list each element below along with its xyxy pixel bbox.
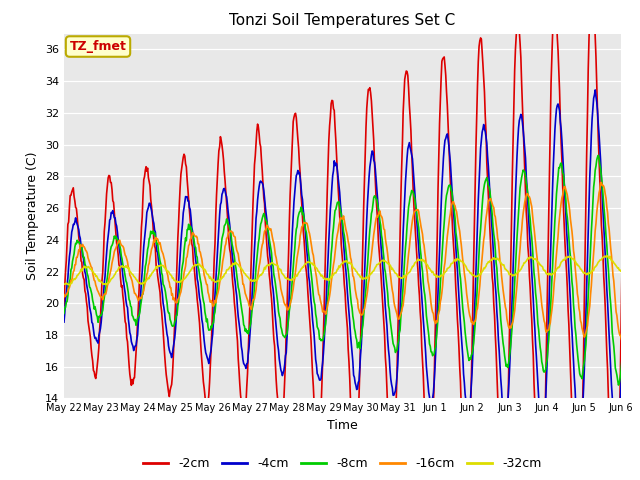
-32cm xyxy=(240,269,248,275)
-8cm xyxy=(130,316,138,322)
Line: -4cm: -4cm xyxy=(64,81,640,458)
Line: -8cm: -8cm xyxy=(64,148,640,389)
-8cm xyxy=(631,145,639,151)
-4cm xyxy=(422,364,430,370)
-16cm xyxy=(239,281,246,287)
-4cm xyxy=(130,348,138,353)
-8cm xyxy=(60,311,68,316)
-8cm xyxy=(422,312,430,318)
Line: -2cm: -2cm xyxy=(64,0,640,480)
-2cm xyxy=(291,111,299,117)
X-axis label: Time: Time xyxy=(327,419,358,432)
Text: TZ_fmet: TZ_fmet xyxy=(70,40,127,53)
-4cm xyxy=(239,357,246,362)
-8cm xyxy=(456,270,463,276)
-16cm xyxy=(130,286,138,292)
-4cm xyxy=(291,189,299,195)
-16cm xyxy=(422,264,430,270)
Y-axis label: Soil Temperature (C): Soil Temperature (C) xyxy=(26,152,39,280)
-4cm xyxy=(628,78,636,84)
-2cm xyxy=(60,302,68,308)
-2cm xyxy=(130,375,138,381)
-16cm xyxy=(291,275,299,281)
-16cm xyxy=(456,228,463,234)
-8cm xyxy=(268,261,276,267)
Line: -16cm: -16cm xyxy=(64,178,640,342)
-32cm xyxy=(423,262,431,267)
-4cm xyxy=(60,319,68,325)
-2cm xyxy=(456,364,463,370)
-32cm xyxy=(60,281,68,287)
-32cm xyxy=(131,274,138,280)
-32cm xyxy=(103,282,111,288)
-32cm xyxy=(639,252,640,258)
Legend: -2cm, -4cm, -8cm, -16cm, -32cm: -2cm, -4cm, -8cm, -16cm, -32cm xyxy=(138,452,547,475)
-8cm xyxy=(239,314,246,320)
-32cm xyxy=(292,274,300,279)
-16cm xyxy=(60,292,68,298)
-16cm xyxy=(636,175,640,180)
-2cm xyxy=(422,445,430,451)
-4cm xyxy=(456,308,463,314)
-32cm xyxy=(269,261,277,266)
-2cm xyxy=(239,411,246,417)
Title: Tonzi Soil Temperatures Set C: Tonzi Soil Temperatures Set C xyxy=(229,13,456,28)
-32cm xyxy=(456,258,464,264)
-16cm xyxy=(268,234,276,240)
-4cm xyxy=(268,281,276,287)
Line: -32cm: -32cm xyxy=(64,255,640,285)
-2cm xyxy=(268,308,276,314)
-8cm xyxy=(291,246,299,252)
